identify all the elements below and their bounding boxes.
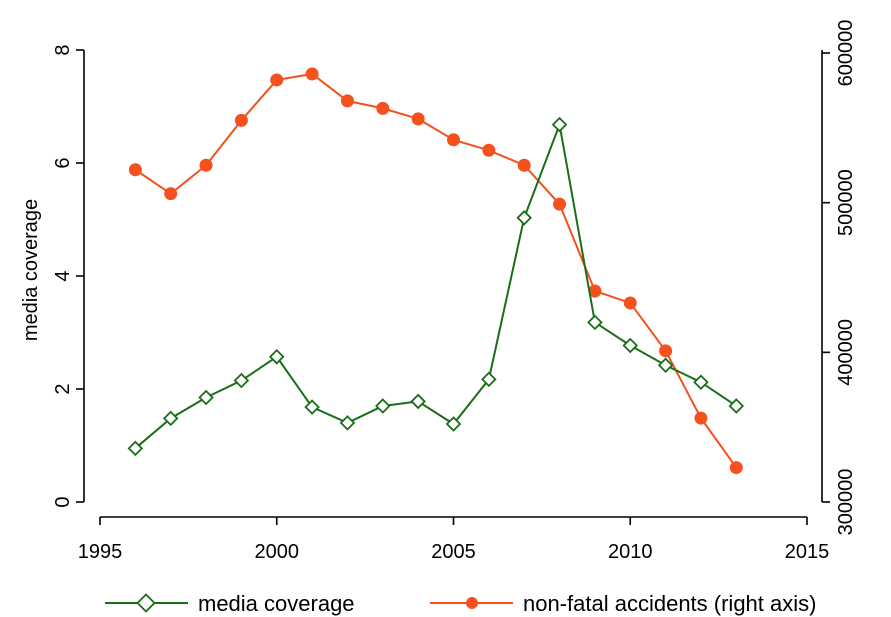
accidents-point-2002 — [340, 94, 354, 108]
right-y-tick-label-400000: 400000 — [835, 319, 857, 386]
media-point-2004 — [410, 393, 426, 410]
x-tick-label-1995: 1995 — [78, 541, 123, 563]
accidents-point-2006 — [482, 143, 496, 157]
x-tick-label-2000: 2000 — [255, 541, 300, 563]
right-y-tick-label-600000: 600000 — [835, 20, 857, 87]
media-point-2005 — [445, 416, 462, 432]
accidents-point-1998 — [199, 158, 213, 172]
media-point-2001 — [304, 399, 320, 415]
right-y-tick-label-500000: 500000 — [835, 169, 857, 236]
media-point-2009 — [587, 314, 603, 331]
accidents-point-2007 — [517, 158, 531, 172]
legend-media-diamond-marker — [136, 593, 156, 613]
axis-ticks-group: 1995 2000 2005 2010 2015 0 2 4 6 8 300000 400000 500… — [52, 20, 857, 563]
media-point-1996 — [127, 440, 144, 457]
left-y-tick-label-2: 2 — [52, 383, 74, 394]
media-point-1998 — [198, 389, 214, 406]
accidents-point-2005 — [447, 133, 460, 147]
accidents-point-2011 — [659, 344, 673, 358]
media-point-2012 — [693, 374, 709, 390]
accidents-point-2013 — [729, 461, 743, 475]
media-point-2000 — [268, 349, 285, 365]
accidents-point-1997 — [164, 187, 178, 201]
legend: media coverage non-fatal accidents (righ… — [105, 591, 816, 616]
media-point-2007 — [516, 210, 532, 226]
right-y-tick-label-300000: 300000 — [835, 469, 857, 536]
accidents-point-1999 — [234, 113, 248, 127]
media-point-1999 — [233, 372, 250, 389]
accidents-point-2012 — [694, 411, 708, 425]
accidents-point-2009 — [588, 284, 602, 298]
media-point-2010 — [622, 337, 639, 354]
accidents-point-2010 — [623, 296, 637, 310]
accidents-series-line — [134, 72, 738, 469]
media-point-2003 — [375, 398, 391, 414]
x-tick-label-2005: 2005 — [431, 541, 476, 563]
x-tick-label-2010: 2010 — [608, 541, 653, 563]
left-y-tick-label-6: 6 — [52, 157, 74, 168]
media-point-2006 — [481, 371, 497, 388]
accidents-point-2004 — [411, 112, 425, 126]
legend-accidents-circle-marker — [466, 597, 478, 609]
legend-media-label: media coverage — [198, 591, 355, 616]
legend-accidents-label: non-fatal accidents (right axis) — [523, 591, 816, 616]
accidents-point-2003 — [376, 101, 390, 115]
accidents-point-2008 — [553, 197, 567, 211]
media-series-line — [134, 120, 737, 450]
media-point-1997 — [162, 410, 179, 427]
left-y-tick-label-4: 4 — [52, 270, 74, 281]
media-point-2002 — [339, 415, 356, 431]
accidents-point-2000 — [270, 73, 284, 87]
left-axis-title: media coverage — [20, 199, 42, 341]
x-tick-label-2015: 2015 — [785, 541, 830, 563]
accidents-point-1996 — [128, 163, 142, 177]
media-point-2013 — [728, 398, 745, 414]
left-y-tick-label-8: 8 — [52, 44, 74, 55]
media-point-2008 — [551, 116, 568, 133]
media-point-2011 — [657, 357, 674, 374]
left-y-tick-label-0: 0 — [52, 496, 74, 507]
accidents-point-2001 — [305, 67, 319, 81]
series-layer — [127, 67, 745, 475]
